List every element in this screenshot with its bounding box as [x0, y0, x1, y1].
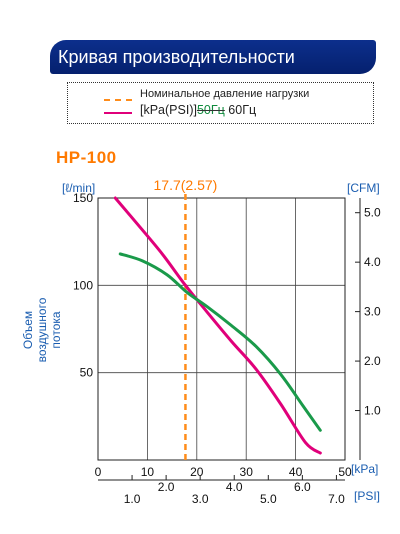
psi-tick-label: 1.0	[124, 492, 141, 506]
plot-frame	[97, 197, 346, 461]
cfm-tick-label: 5.0	[364, 206, 381, 220]
x-psi-unit: [PSI]	[354, 489, 380, 503]
y-label-word-2: воздушного	[35, 297, 49, 362]
x-tick-label: 20	[190, 465, 204, 479]
psi-tick-label: 5.0	[260, 492, 277, 506]
psi-tick-label: 3.0	[192, 492, 209, 506]
chart-series	[113, 194, 322, 460]
psi-tick-label: 2.0	[158, 480, 175, 494]
y-label-word-3: потока	[49, 311, 63, 348]
x-tick-label: 10	[141, 465, 155, 479]
legend-rated-label: Номинальное давление нагрузки	[140, 88, 310, 100]
series-line-1	[113, 196, 322, 455]
cfm-tick-label: 4.0	[364, 255, 381, 269]
x-kpa-unit: [kPa]	[351, 462, 378, 476]
legend-rated-line	[104, 99, 132, 101]
legend-box: Номинальное давление нагрузки [kPa(PSI)]…	[67, 82, 374, 124]
x-tick-label: 50	[338, 465, 352, 479]
y-tick-label: 150	[73, 191, 93, 205]
chart-grid	[98, 198, 345, 460]
y-tick-label: 100	[73, 278, 93, 292]
psi-tick-label: 6.0	[294, 480, 311, 494]
x-tick-label: 30	[240, 465, 254, 479]
series-line-2	[118, 252, 322, 432]
psi-tick-label: 7.0	[328, 492, 345, 506]
y-right-unit: [CFM]	[347, 181, 380, 195]
x-tick-label: 40	[289, 465, 303, 479]
x-tick-label: 0	[95, 465, 102, 479]
y-label-word-1: Объем	[21, 311, 35, 349]
chart-ticks: 0 10 20 30 40 50 50 100 150 1.0 2.0 3.0 4.0 5.0 1.0 2.0…	[73, 191, 381, 506]
legend-60hz: 60Гц	[228, 103, 257, 117]
legend-unit: [kPa(PSI)]	[140, 103, 197, 117]
psi-tick-label: 4.0	[226, 480, 243, 494]
legend-50hz: 50Гц	[196, 103, 225, 117]
y-tick-label: 50	[80, 366, 94, 380]
page-title: Кривая производительности	[50, 40, 376, 74]
y-left-unit: [ℓ/min]	[62, 181, 95, 195]
cfm-tick-label: 1.0	[364, 404, 381, 418]
rated-pressure-label: 17.7(2.57)	[154, 177, 218, 193]
cfm-tick-label: 2.0	[364, 354, 381, 368]
y-axis-label: Объем воздушного потока	[21, 297, 63, 362]
legend-series-line	[104, 112, 132, 114]
legend-series-label: [kPa(PSI)]50Гц 60Гц	[140, 103, 256, 117]
cfm-tick-label: 3.0	[364, 305, 381, 319]
model-name: HP-100	[56, 148, 117, 167]
